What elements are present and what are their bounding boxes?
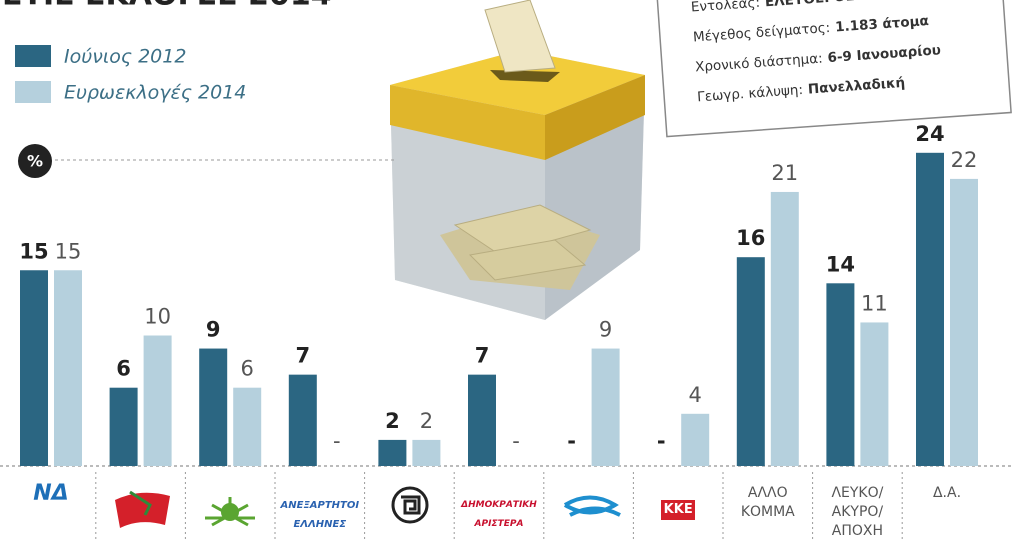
bar (468, 374, 496, 466)
survey-value: Πανελλαδική (807, 75, 905, 98)
value-label: 15 (55, 239, 82, 263)
bar (770, 191, 799, 466)
value-label: 11 (861, 291, 888, 315)
value-label: 10 (144, 305, 171, 329)
x-tick-label: ΑΛΛΟ ΚΟΜΜΑ (740, 485, 795, 520)
survey-note: Εντολέας:ΕΛΕΥΘΕΡΟΣ ΤΥΠΟΣΜέγεθος δείγματο… (656, 0, 1012, 138)
x-tick-label: ΔΗΜΟΚΡΑΤΙΚΗ ΑΡΙΣΤΕΡΑ (461, 500, 537, 529)
value-label: 7 (295, 344, 310, 368)
survey-value: 6-9 Ιανουαρίου (827, 42, 941, 66)
bar (736, 257, 765, 466)
bar (288, 374, 317, 466)
legend-swatch (15, 45, 51, 67)
value-label: 9 (599, 318, 612, 342)
bar (916, 152, 944, 467)
x-tick-label: ΑΝΕΞΑΡΤΗΤΟΙ ΕΛΛΗΝΕΣ (280, 500, 360, 530)
legend-label: Ευρωεκλογές 2014 (64, 82, 246, 104)
value-label: 22 (951, 148, 978, 172)
bar (233, 387, 262, 466)
bar (591, 348, 620, 466)
bar (860, 322, 889, 466)
survey-row: Εντολέας: ΕΛΕΥΘΕΡΟΣ ΤΥΠΟΣ (690, 0, 910, 16)
bar (199, 348, 228, 466)
value-label: 2 (420, 409, 433, 433)
x-tick-label: ΛΕΥΚΟ/ ΑΚΥΡΟ/ ΑΠΟΧΗ (831, 485, 884, 539)
bar (20, 270, 48, 466)
survey-value: ΕΛΕΥΘΕΡΟΣ ΤΥΠΟΣ (764, 0, 910, 10)
x-tick-label: Δ.Α. (932, 485, 962, 501)
value-label: 6 (116, 357, 131, 381)
bar (826, 283, 855, 466)
ballot-box (390, 0, 645, 320)
value-label: - (567, 429, 576, 453)
survey-label: Γεωγρ. κάλυψη: (697, 82, 804, 105)
survey-label: Εντολέας: (690, 0, 760, 16)
value-label: 15 (19, 239, 48, 263)
bar (378, 439, 407, 466)
value-label: 21 (771, 161, 798, 185)
value-label: 9 (206, 318, 221, 342)
chart-title: ΣΤΙΣ ΕΚΛΟΓΕΣ 2014 (2, 0, 332, 13)
bar (950, 178, 978, 466)
bar (681, 413, 710, 466)
y-axis-label: % (27, 152, 43, 171)
value-label: 6 (241, 357, 254, 381)
value-label: 4 (689, 383, 702, 407)
bar (54, 270, 82, 466)
legend-label: Ιούνιος 2012 (64, 46, 186, 68)
value-label: - (512, 429, 520, 453)
axis-badge (18, 144, 52, 178)
survey-value: 1.183 άτομα (835, 13, 930, 36)
bar (412, 439, 441, 466)
bar (109, 387, 138, 466)
legend-swatch (15, 81, 51, 103)
value-label: 24 (915, 122, 944, 146)
value-label: - (657, 429, 666, 453)
value-label: 16 (736, 226, 765, 250)
x-tick-label: ΚΚΕ (661, 500, 696, 520)
value-label: 2 (385, 409, 400, 433)
bar (143, 335, 172, 466)
value-label: - (333, 429, 341, 453)
value-label: 14 (826, 252, 855, 276)
x-tick-label: ΝΔ (33, 481, 69, 506)
value-label: 7 (475, 344, 490, 368)
logo-icons (115, 486, 621, 528)
survey-row: Γεωγρ. κάλυψη: Πανελλαδική (697, 75, 906, 105)
